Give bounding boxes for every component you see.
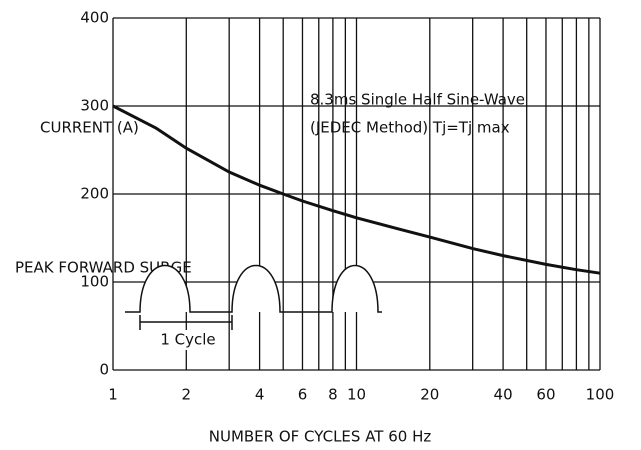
- x-tick-label: 100: [586, 386, 615, 404]
- x-tick-label: 8: [328, 386, 338, 404]
- y-tick-label: 300: [80, 97, 109, 115]
- x-axis-label: NUMBER OF CYCLES AT 60 Hz: [209, 428, 432, 446]
- y-axis-label: PEAK FORWARD SURGE: [15, 259, 192, 277]
- annotation: (JEDEC Method) Tj=Tj max: [310, 119, 510, 137]
- x-tick-label: 60: [536, 386, 555, 404]
- y-tick-label: 200: [80, 185, 109, 203]
- line-series: [112, 104, 601, 275]
- y-tick-label: 0: [99, 361, 109, 379]
- x-tick-label: 6: [298, 386, 308, 404]
- y-tick-label: 100: [80, 273, 109, 291]
- x-tick-label: 2: [182, 386, 192, 404]
- inset-label: 1 Cycle: [160, 331, 215, 349]
- x-tick-label: 10: [347, 386, 366, 404]
- waveform-inset: [125, 264, 382, 350]
- x-tick-label: 40: [494, 386, 513, 404]
- y-tick-label: 400: [80, 9, 109, 27]
- x-tick-label: 1: [108, 386, 118, 404]
- y-axis-label: CURRENT (A): [40, 119, 139, 137]
- x-tick-label: 20: [420, 386, 439, 404]
- annotation: 8.3ms Single Half Sine-Wave: [310, 91, 525, 109]
- x-tick-label: 4: [255, 386, 265, 404]
